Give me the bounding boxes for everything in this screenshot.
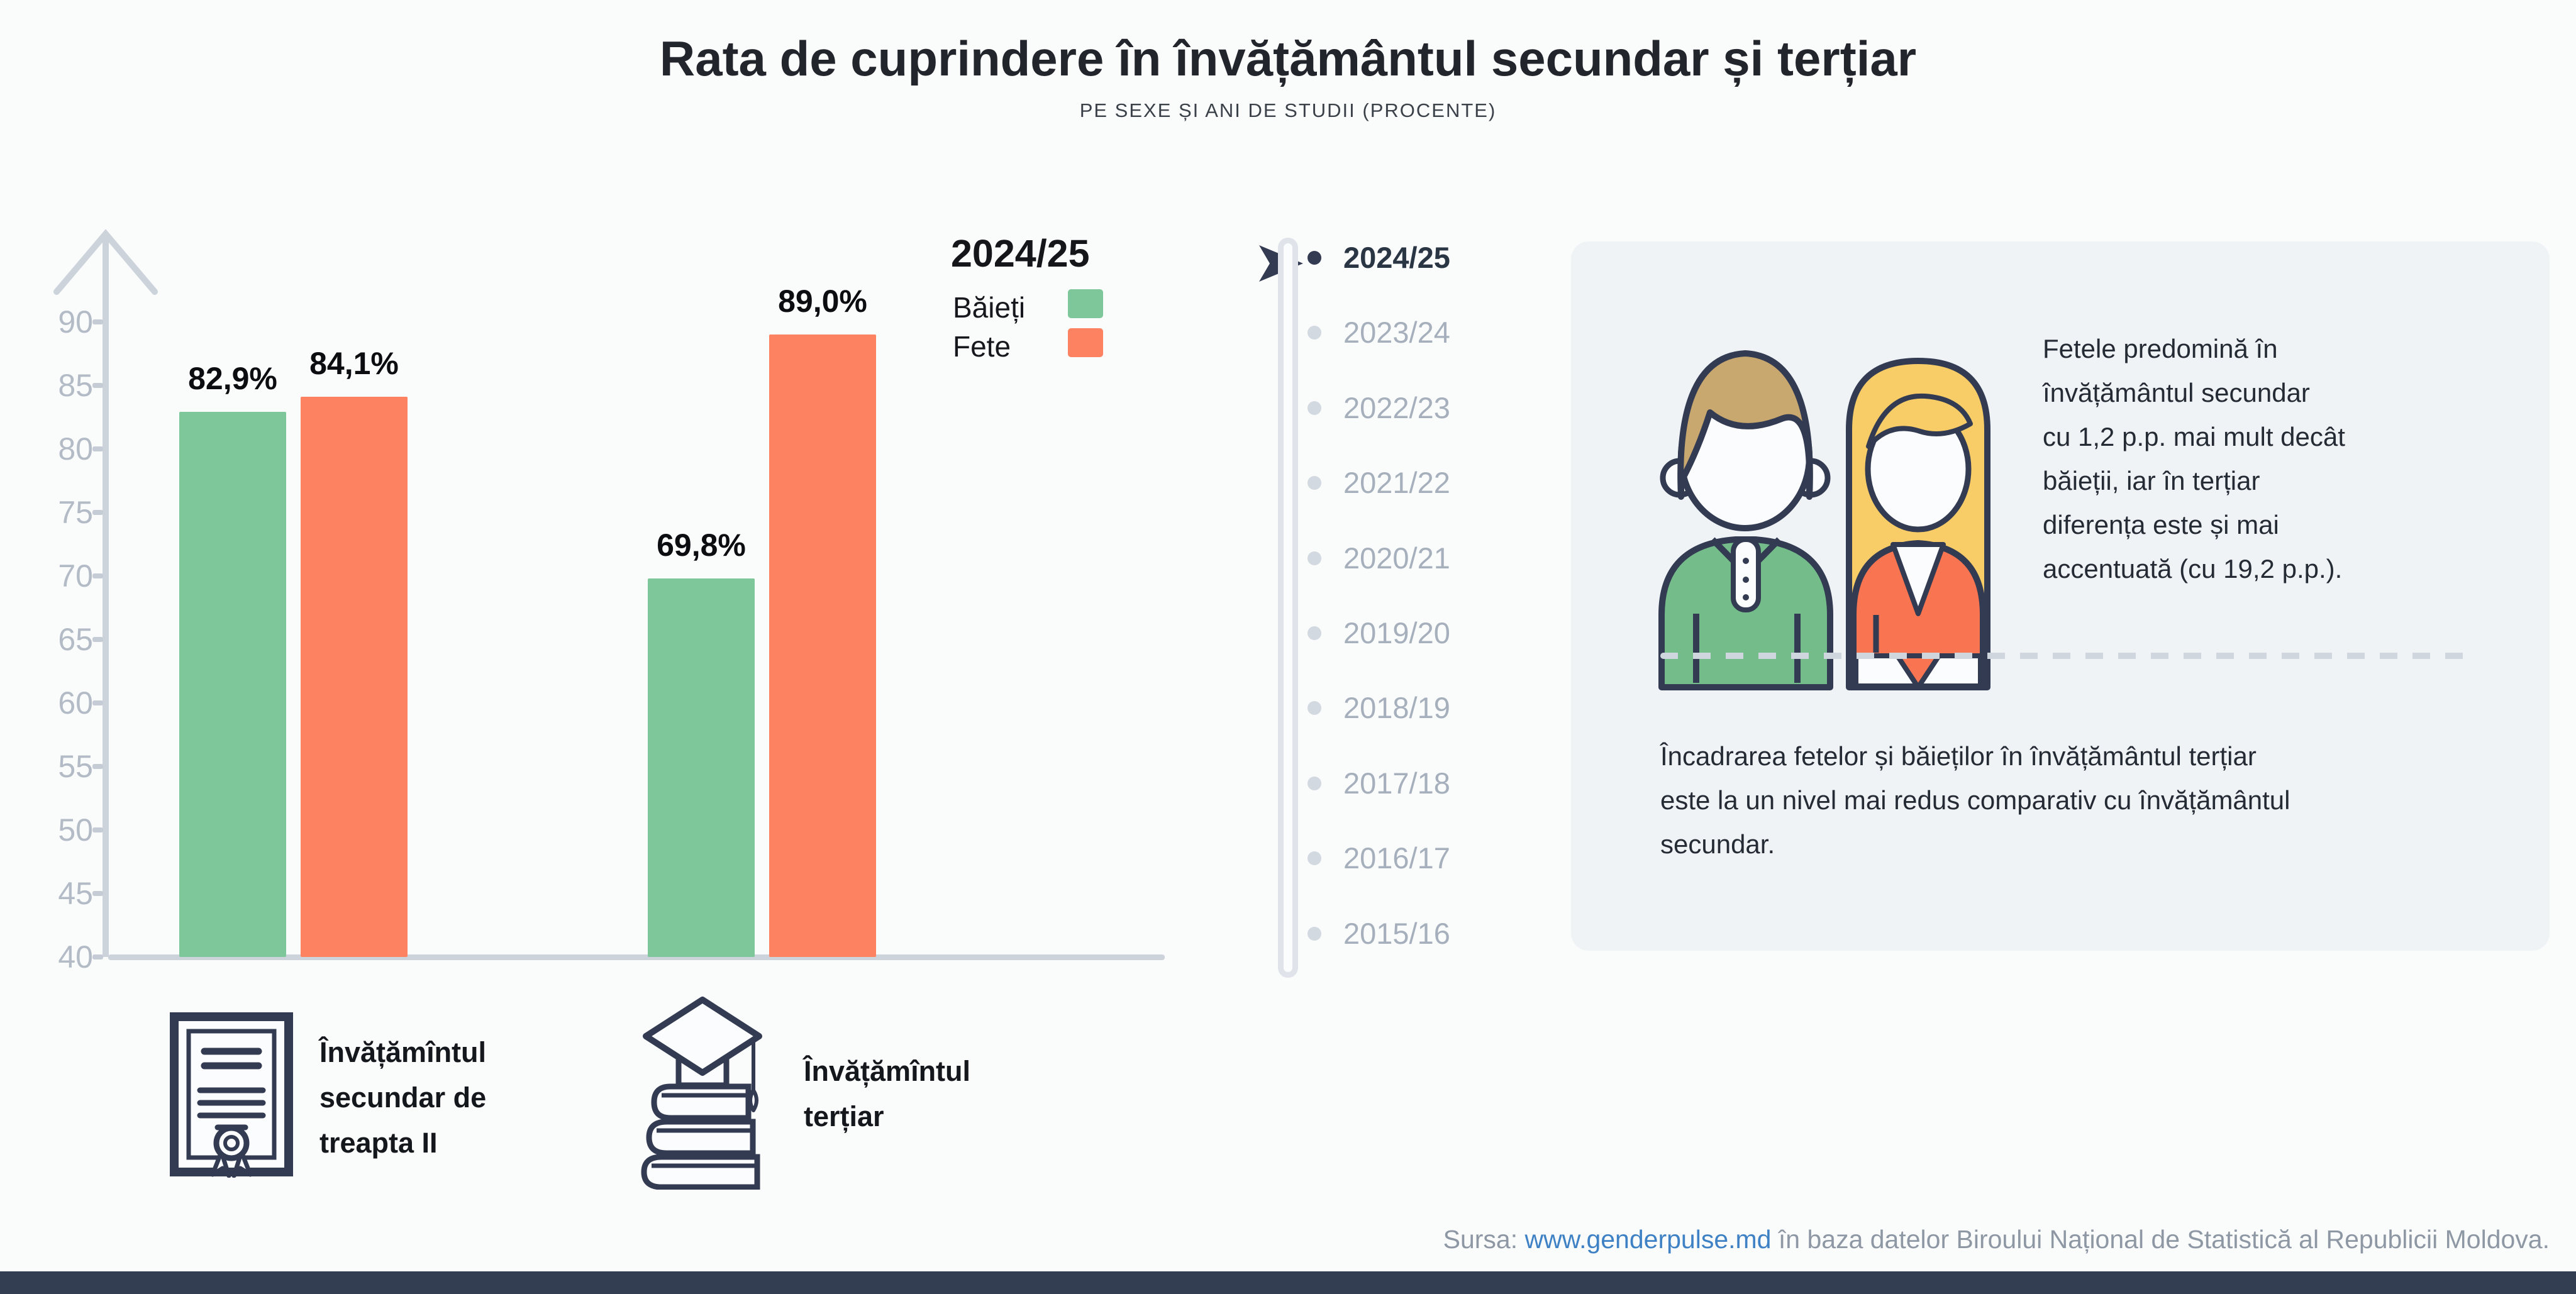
y-axis [53,229,158,957]
bottom-accent-bar [0,1271,2576,1294]
y-tick-label: 55 [58,749,93,784]
panel-dashed-divider [1660,653,2478,659]
timeline-year-2023/24[interactable]: 2023/24 [1343,316,1450,350]
boy-icon [1658,350,1833,690]
timeline-year-2021/22[interactable]: 2021/22 [1343,466,1450,500]
y-tick-mark [92,637,103,642]
timeline-dot-2015/16[interactable] [1307,926,1321,941]
page-subtitle: PE SEXE ȘI ANI DE STUDII (PROCENTE) [1079,99,1497,121]
y-tick-mark [92,383,103,388]
timeline-dot-2023/24[interactable] [1307,326,1321,340]
category-label-secondary: Învățămîntul secundar de treapta II [319,1036,487,1159]
bar-fete-0 [301,397,408,957]
timeline-year-2018/19[interactable]: 2018/19 [1343,691,1450,725]
legend-year-title: 2024/25 [951,232,1090,275]
timeline-year-2017/18[interactable]: 2017/18 [1343,766,1450,800]
y-tick-mark [92,700,103,705]
girl-icon [1846,358,1990,690]
books-graduation-cap-icon [641,997,762,1190]
timeline-dot-2017/18[interactable] [1307,776,1321,790]
y-tick-label: 60 [58,685,93,721]
panel-paragraph-1: Fetele predomină în învățământul secunda… [2043,334,2345,583]
source-prefix: Sursa: [1443,1225,1525,1254]
bar-băieți-0 [179,412,286,957]
timeline-track[interactable] [1278,238,1298,978]
source-suffix: în baza datelor Biroului Național de Sta… [1771,1225,2550,1254]
y-tick-mark [92,954,103,959]
y-tick-mark [92,827,103,832]
y-tick-label: 85 [58,368,93,403]
timeline-dot-2022/23[interactable] [1307,401,1321,415]
legend-label-1: Fete [953,330,1011,363]
y-tick-label: 65 [58,622,93,657]
timeline-year-2024/25[interactable]: 2024/25 [1343,241,1450,274]
y-tick-mark [92,510,103,515]
timeline-year-2019/20[interactable]: 2019/20 [1343,616,1450,650]
diploma-icon [170,1012,293,1178]
timeline-dot-2016/17[interactable] [1307,851,1321,866]
legend-swatch-0 [1068,289,1103,318]
y-tick-mark [92,891,103,896]
bar-value-label: 89,0% [778,284,867,319]
boy-and-girl-illustration-icon [1658,350,1990,690]
category-label-tertiary: Învățămîntul terțiar [804,1055,971,1132]
timeline-dot-2019/20[interactable] [1307,626,1321,640]
source-link[interactable]: www.genderpulse.md [1524,1225,1772,1254]
bar-fete-1 [769,335,876,957]
page-title: Rata de cuprindere în învățământul secun… [659,31,1917,86]
legend-label-0: Băieți [953,291,1026,324]
y-tick-mark [92,764,103,769]
y-axis-arrowhead-icon [53,229,158,295]
timeline-year-2015/16[interactable]: 2015/16 [1343,916,1450,950]
y-tick-label: 40 [58,939,93,975]
legend-swatch-1 [1068,328,1103,357]
y-tick-label: 70 [58,558,93,594]
bar-value-label: 84,1% [309,346,399,382]
panel-paragraph-2: Încadrarea fetelor și băieților în învăț… [1660,741,2290,859]
source-line: Sursa: www.genderpulse.md în baza datelo… [1443,1225,2550,1254]
y-tick-label: 50 [58,812,93,848]
y-tick-mark [92,573,103,578]
bar-value-label: 69,8% [657,528,746,563]
timeline-dot-2024/25[interactable] [1307,251,1321,265]
y-tick-label: 75 [58,495,93,530]
y-tick-label: 45 [58,876,93,911]
y-tick-label: 90 [58,304,93,340]
y-tick-mark [92,446,103,451]
timeline-dot-2018/19[interactable] [1307,701,1321,716]
x-axis-line [108,954,1165,960]
timeline-year-2020/21[interactable]: 2020/21 [1343,541,1450,575]
timeline-dot-2021/22[interactable] [1307,476,1321,490]
bar-băieți-1 [648,578,755,957]
timeline-year-2016/17[interactable]: 2016/17 [1343,841,1450,875]
bar-value-label: 82,9% [188,361,277,397]
y-tick-mark [92,319,103,324]
timeline-dot-2020/21[interactable] [1307,551,1321,565]
timeline-year-2022/23[interactable]: 2022/23 [1343,390,1450,424]
y-tick-label: 80 [58,431,93,467]
